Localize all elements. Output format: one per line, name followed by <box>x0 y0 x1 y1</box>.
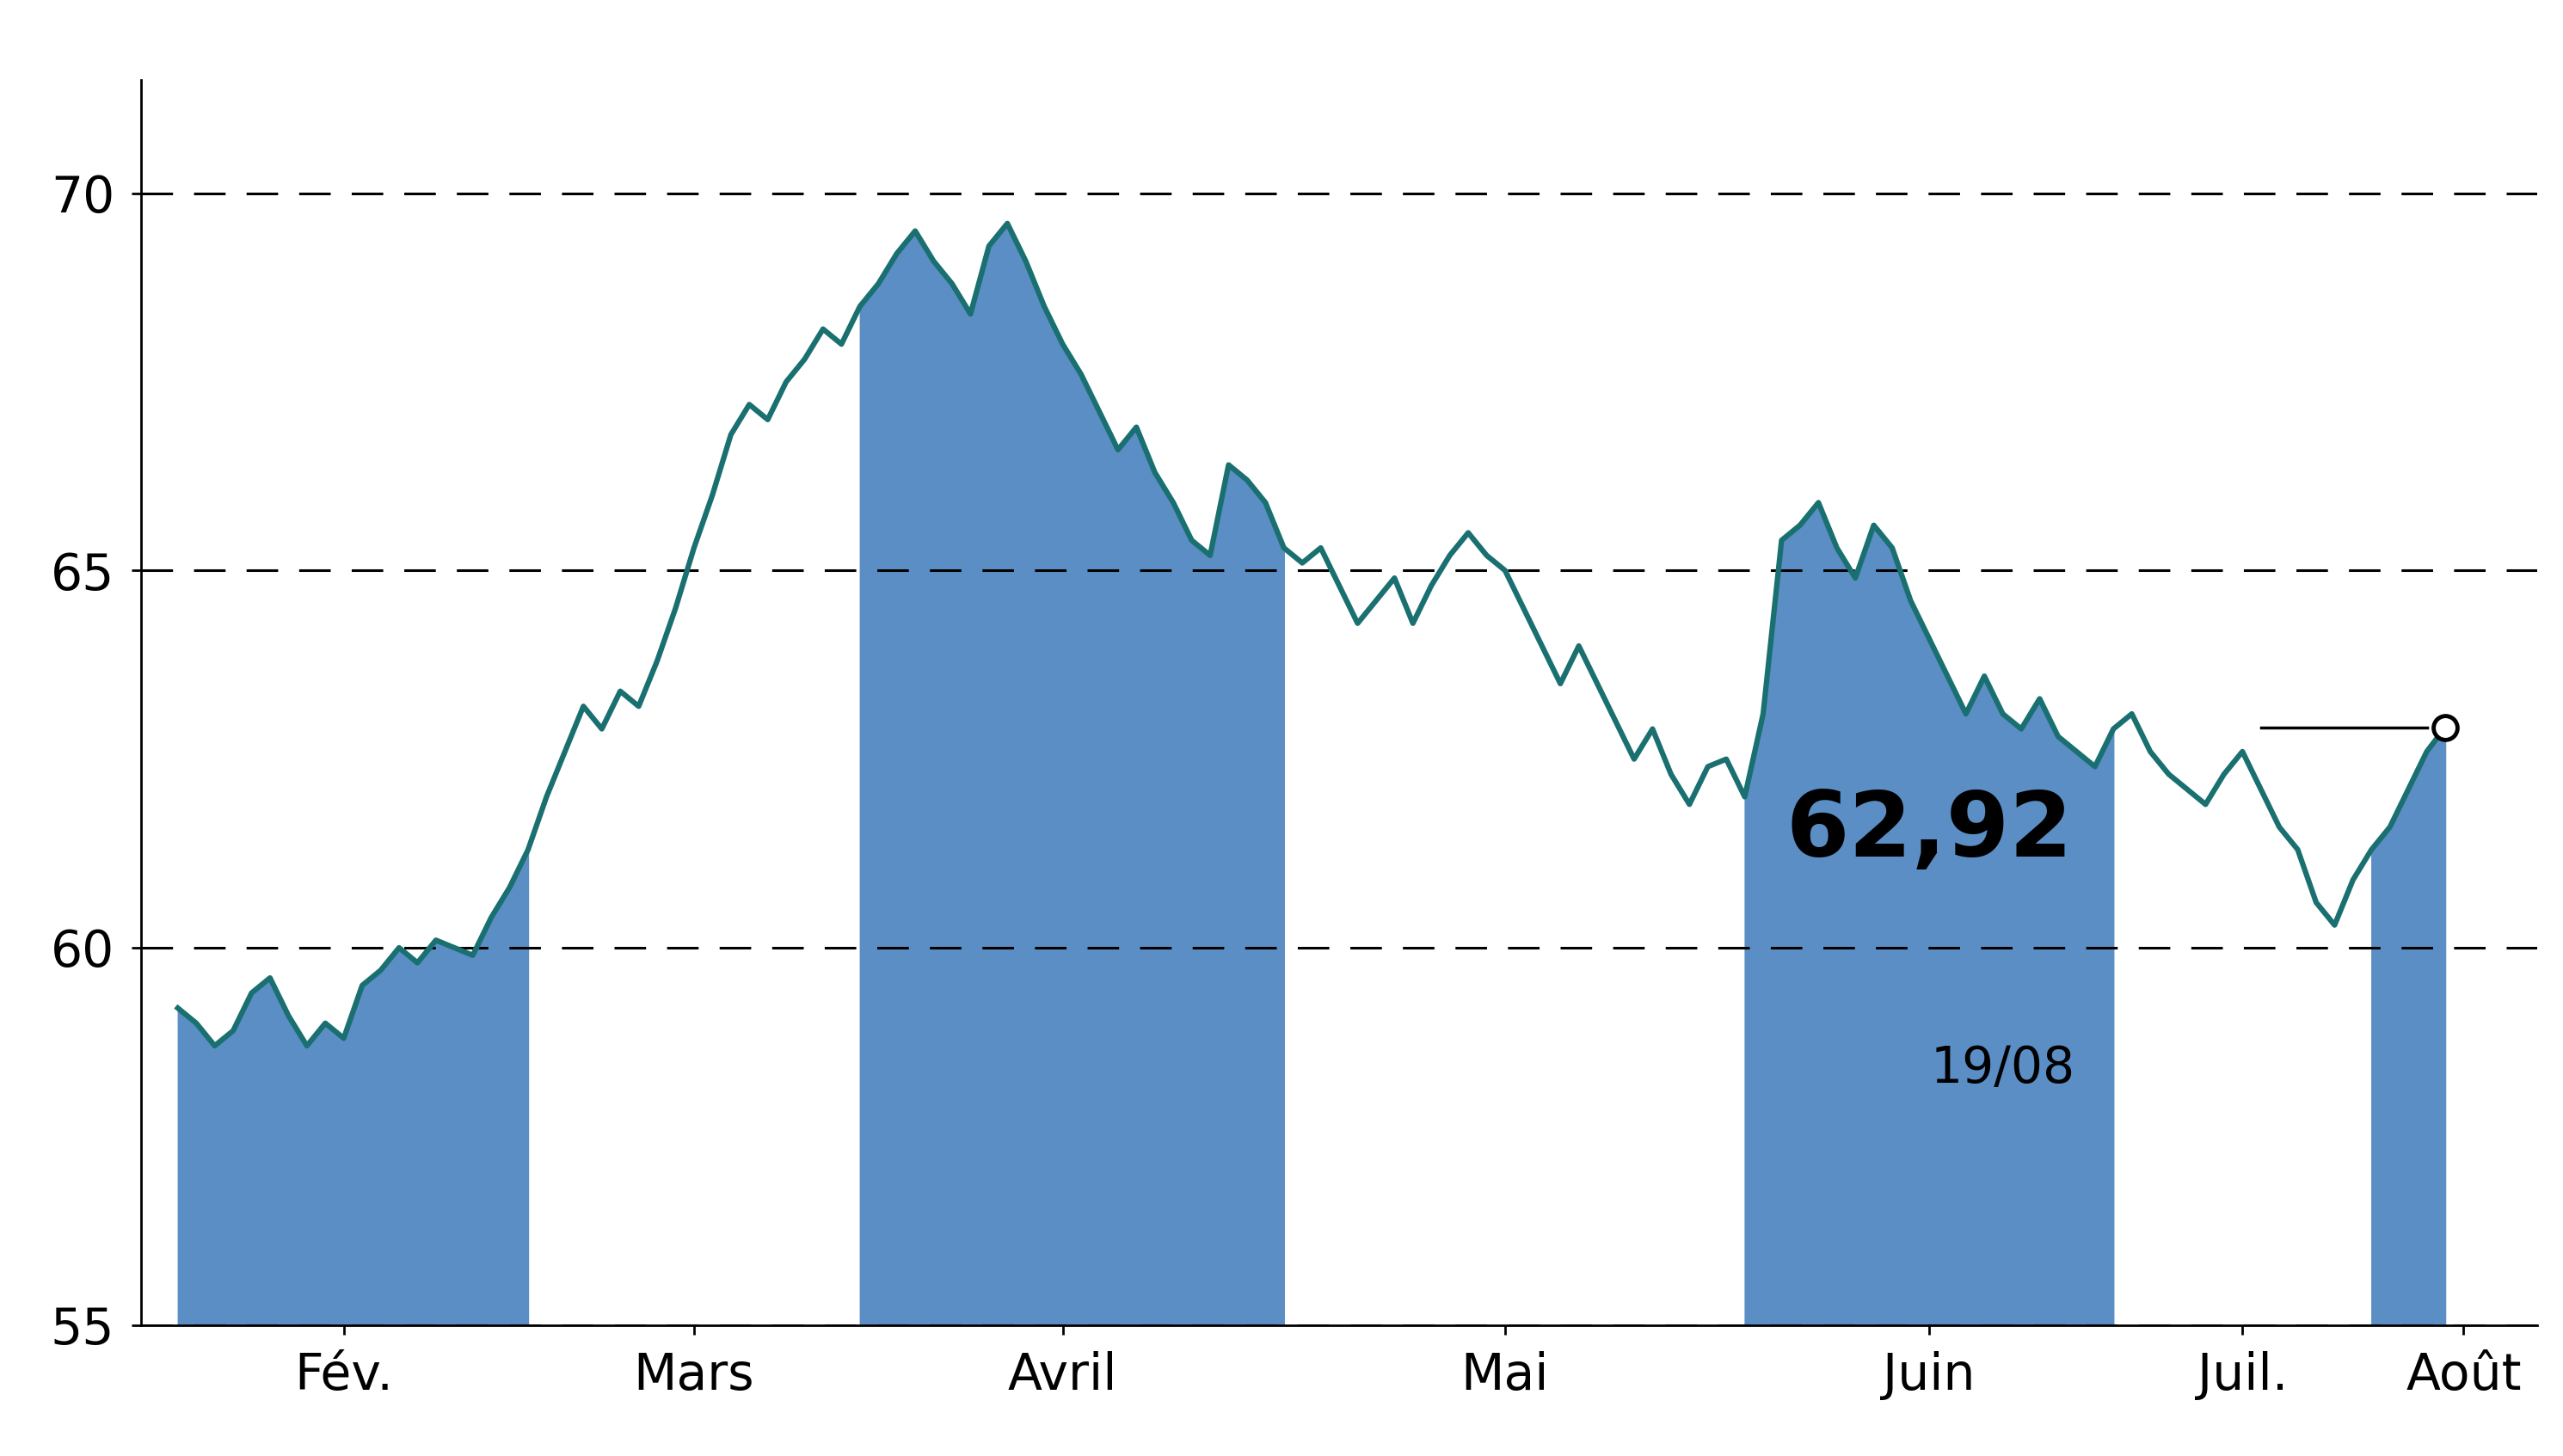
Text: 19/08: 19/08 <box>1930 1044 2076 1093</box>
Text: TOTALENERGIES: TOTALENERGIES <box>710 23 1853 144</box>
Text: 62,92: 62,92 <box>1786 788 2073 875</box>
